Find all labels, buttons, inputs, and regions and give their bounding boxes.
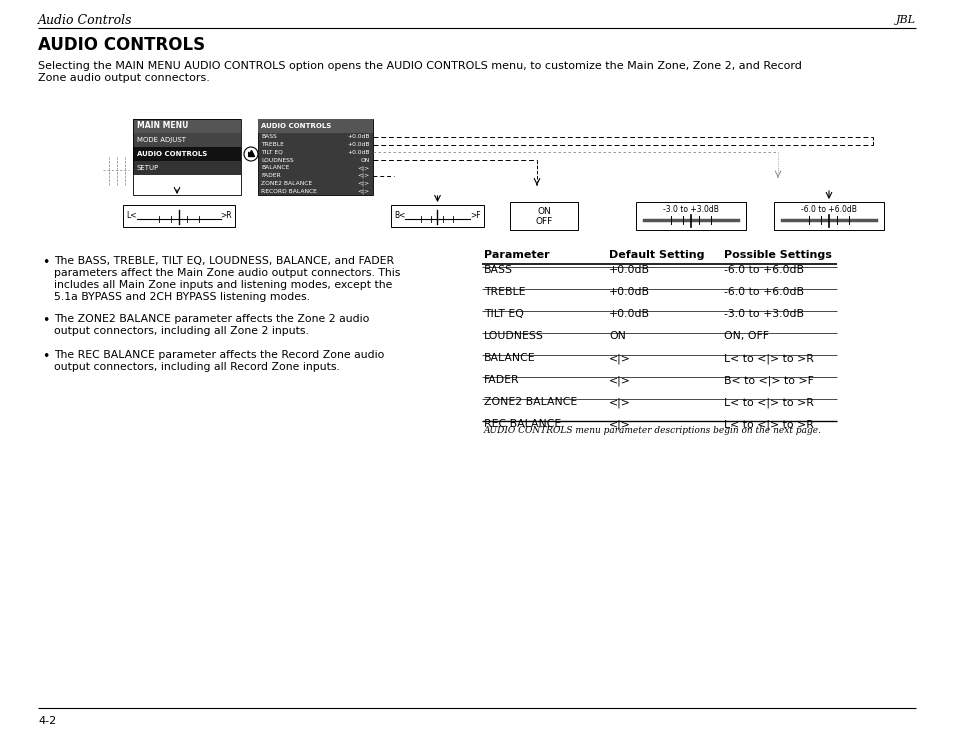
Text: Possible Settings: Possible Settings [723, 250, 831, 260]
Text: <|>: <|> [608, 419, 630, 430]
Text: +0.0dB: +0.0dB [347, 150, 370, 155]
FancyBboxPatch shape [636, 202, 745, 230]
FancyBboxPatch shape [391, 205, 483, 227]
Text: <|>: <|> [357, 165, 370, 170]
Text: <|>: <|> [608, 397, 630, 407]
Text: RECORD BALANCE: RECORD BALANCE [261, 189, 316, 193]
Text: parameters affect the Main Zone audio output connectors. This: parameters affect the Main Zone audio ou… [54, 268, 400, 278]
Text: OFF: OFF [535, 217, 552, 226]
FancyBboxPatch shape [123, 205, 234, 227]
Text: ON, OFF: ON, OFF [723, 331, 768, 341]
Text: JBL: JBL [895, 15, 915, 25]
Text: Default Setting: Default Setting [608, 250, 703, 260]
Text: L< to <|> to >R: L< to <|> to >R [723, 397, 813, 407]
FancyBboxPatch shape [132, 133, 241, 147]
Text: +0.0dB: +0.0dB [347, 134, 370, 139]
Text: BASS: BASS [261, 134, 276, 139]
Text: Selecting the MAIN MENU AUDIO CONTROLS option opens the AUDIO CONTROLS menu, to : Selecting the MAIN MENU AUDIO CONTROLS o… [38, 61, 801, 71]
Text: TREBLE: TREBLE [483, 287, 525, 297]
Text: -6.0 to +6.0dB: -6.0 to +6.0dB [723, 287, 803, 297]
Text: -6.0 to +6.0dB: -6.0 to +6.0dB [723, 265, 803, 275]
Text: AUDIO CONTROLS: AUDIO CONTROLS [137, 151, 207, 157]
Text: BASS: BASS [483, 265, 513, 275]
Text: AUDIO CONTROLS: AUDIO CONTROLS [261, 123, 331, 129]
Text: AUDIO CONTROLS menu parameter descriptions begin on the next page.: AUDIO CONTROLS menu parameter descriptio… [483, 426, 821, 435]
Text: +0.0dB: +0.0dB [608, 287, 649, 297]
Text: •: • [42, 350, 50, 363]
Text: includes all Main Zone inputs and listening modes, except the: includes all Main Zone inputs and listen… [54, 280, 392, 290]
Text: L< to <|> to >R: L< to <|> to >R [723, 353, 813, 364]
Text: TILT EQ: TILT EQ [261, 150, 283, 155]
Text: The REC BALANCE parameter affects the Record Zone audio: The REC BALANCE parameter affects the Re… [54, 350, 384, 360]
FancyBboxPatch shape [257, 119, 373, 133]
Text: L<: L< [126, 212, 136, 221]
Text: Audio Controls: Audio Controls [38, 13, 132, 27]
Text: -3.0 to +3.0dB: -3.0 to +3.0dB [662, 204, 719, 213]
Text: +0.0dB: +0.0dB [608, 309, 649, 319]
Text: FADER: FADER [483, 375, 519, 385]
FancyBboxPatch shape [257, 119, 373, 195]
Text: •: • [42, 256, 50, 269]
Text: 5.1a BYPASS and 2CH BYPASS listening modes.: 5.1a BYPASS and 2CH BYPASS listening mod… [54, 292, 310, 302]
Text: BALANCE: BALANCE [261, 165, 289, 170]
Text: The BASS, TREBLE, TILT EQ, LOUDNESS, BALANCE, and FADER: The BASS, TREBLE, TILT EQ, LOUDNESS, BAL… [54, 256, 394, 266]
Text: >R: >R [220, 212, 232, 221]
FancyBboxPatch shape [132, 147, 241, 161]
Text: <|>: <|> [357, 188, 370, 194]
Text: ON: ON [537, 207, 550, 215]
Text: ZONE2 BALANCE: ZONE2 BALANCE [261, 181, 312, 186]
FancyBboxPatch shape [132, 119, 241, 133]
Text: +0.0dB: +0.0dB [608, 265, 649, 275]
Text: MODE ADJUST: MODE ADJUST [137, 137, 186, 143]
Text: L< to <|> to >R: L< to <|> to >R [723, 419, 813, 430]
Text: output connectors, including all Zone 2 inputs.: output connectors, including all Zone 2 … [54, 326, 309, 336]
FancyBboxPatch shape [510, 202, 578, 230]
FancyBboxPatch shape [773, 202, 883, 230]
Text: <|>: <|> [357, 173, 370, 179]
Text: MAIN MENU: MAIN MENU [137, 122, 188, 131]
Text: output connectors, including all Record Zone inputs.: output connectors, including all Record … [54, 362, 339, 372]
Text: FADER: FADER [261, 173, 280, 178]
Text: LOUDNESS: LOUDNESS [261, 158, 294, 162]
Text: <|>: <|> [357, 181, 370, 186]
Text: ON: ON [360, 158, 370, 162]
Text: LOUDNESS: LOUDNESS [483, 331, 543, 341]
FancyBboxPatch shape [132, 161, 241, 175]
Text: ZONE2 BALANCE: ZONE2 BALANCE [483, 397, 577, 407]
Text: <|>: <|> [608, 375, 630, 385]
Text: ▶: ▶ [248, 151, 253, 157]
Text: BALANCE: BALANCE [483, 353, 535, 363]
Text: Parameter: Parameter [483, 250, 549, 260]
Text: REC BALANCE: REC BALANCE [483, 419, 560, 429]
Text: ON: ON [608, 331, 625, 341]
Text: -6.0 to +6.0dB: -6.0 to +6.0dB [801, 204, 856, 213]
Text: The ZONE2 BALANCE parameter affects the Zone 2 audio: The ZONE2 BALANCE parameter affects the … [54, 314, 369, 324]
Text: +0.0dB: +0.0dB [347, 142, 370, 147]
Text: SETUP: SETUP [137, 165, 159, 171]
Text: 4-2: 4-2 [38, 716, 56, 726]
Text: Zone audio output connectors.: Zone audio output connectors. [38, 73, 210, 83]
Text: •: • [42, 314, 50, 327]
Text: B<: B< [394, 212, 405, 221]
Text: >F: >F [470, 212, 480, 221]
Text: AUDIO CONTROLS: AUDIO CONTROLS [38, 36, 205, 54]
Text: -3.0 to +3.0dB: -3.0 to +3.0dB [723, 309, 803, 319]
Text: TREBLE: TREBLE [261, 142, 284, 147]
Text: <|>: <|> [608, 353, 630, 364]
Text: B< to <|> to >F: B< to <|> to >F [723, 375, 813, 385]
Text: TILT EQ: TILT EQ [483, 309, 523, 319]
